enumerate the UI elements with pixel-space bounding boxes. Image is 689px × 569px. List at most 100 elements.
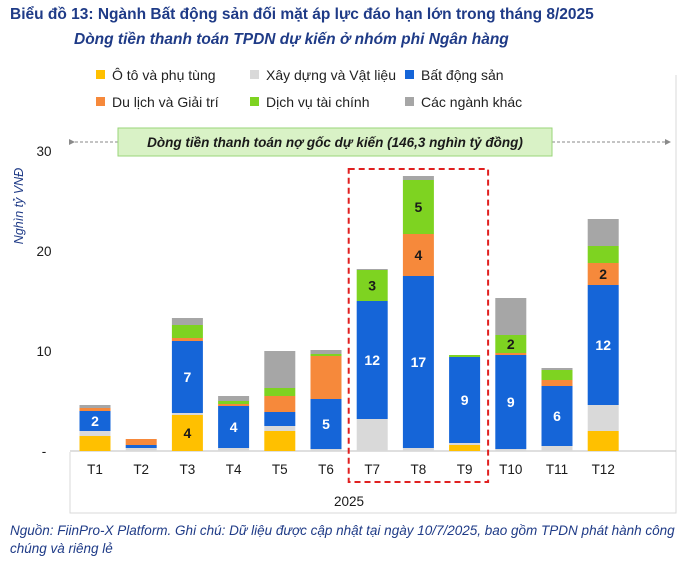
bar-segment-tourism — [171, 338, 203, 341]
bar-segment-tourism — [218, 404, 250, 406]
data-label: 2 — [599, 266, 607, 282]
data-label: 4 — [184, 425, 192, 441]
legend-item-auto: Ô tô và phụ tùng — [96, 67, 216, 83]
x-tick-label: T3 — [180, 462, 196, 477]
data-label: 6 — [553, 408, 561, 424]
bar-segment-construction — [125, 448, 157, 451]
bar-segment-other — [218, 396, 250, 401]
x-tick-label: T2 — [133, 462, 149, 477]
bar-segment-real_estate — [356, 301, 388, 419]
x-tick-label: T1 — [87, 462, 103, 477]
bar-segment-tourism — [264, 396, 296, 412]
source-note: Nguồn: FiinPro-X Platform. Ghi chú: Dữ l… — [10, 523, 675, 556]
banner-text: Dòng tiền thanh toán nợ gốc dự kiến (146… — [147, 135, 523, 150]
legend-swatch-other — [405, 97, 414, 106]
bar-segment-real_estate — [171, 341, 203, 413]
bar-segment-auto — [449, 445, 481, 451]
x-tick-label: T6 — [318, 462, 334, 477]
bar-segment-construction — [310, 449, 342, 451]
bar-segment-construction — [402, 448, 434, 451]
x-tick-label: T9 — [457, 462, 473, 477]
bar-segment-real_estate — [310, 399, 342, 449]
bar-segment-construction — [218, 448, 250, 451]
legend-swatch-real-estate — [405, 70, 414, 79]
bar-segment-real_estate — [495, 355, 527, 449]
data-label: 9 — [507, 394, 515, 410]
legend-item-construction: Xây dựng và Vật liệu — [250, 67, 396, 83]
bar-segment-tourism — [541, 380, 573, 386]
data-label: 2 — [91, 413, 99, 429]
y-tick-label: 30 — [36, 144, 51, 159]
bar-segment-financial — [495, 335, 527, 353]
banner-box — [117, 127, 553, 157]
bar-segment-construction — [587, 405, 619, 431]
bar-segment-other — [79, 405, 111, 408]
bar-segment-real_estate — [541, 386, 573, 446]
legend-label-financial: Dịch vụ tài chính — [266, 94, 370, 110]
bar-segment-tourism — [495, 353, 527, 355]
plot-frame — [69, 75, 677, 514]
legend-item-tourism: Du lịch và Giải trí — [96, 94, 219, 110]
bar-segment-other — [402, 176, 434, 180]
bar-segment-financial — [587, 246, 619, 263]
bar-segment-tourism — [125, 439, 157, 445]
x-tick-label: T5 — [272, 462, 288, 477]
legend-label-real-estate: Bất động sản — [421, 67, 504, 83]
bar-segment-other — [495, 298, 527, 335]
x-tick-label: T10 — [499, 462, 522, 477]
bar-segment-construction — [541, 446, 573, 451]
y-tick-label: 20 — [36, 244, 51, 259]
bar-segment-real_estate — [449, 357, 481, 443]
data-label: 2 — [507, 336, 515, 352]
bar-segment-auto — [587, 431, 619, 451]
legend-label-tourism: Du lịch và Giải trí — [112, 94, 219, 110]
bar-segment-tourism — [587, 263, 619, 285]
x-axis-title: 2025 — [334, 494, 364, 509]
chart-title: Biểu đồ 13: Ngành Bất động sản đối mặt á… — [10, 6, 594, 23]
chart-subtitle: Dòng tiền thanh toán TPDN dự kiến ở nhóm… — [74, 31, 509, 48]
bar-segment-financial — [171, 325, 203, 338]
bar-segment-auto — [79, 436, 111, 451]
bar-segment-real_estate — [125, 445, 157, 448]
bar-segment-construction — [495, 449, 527, 451]
bar-segment-financial — [402, 180, 434, 234]
data-label: 12 — [364, 352, 380, 368]
data-label: 7 — [184, 369, 192, 385]
bar-segment-real_estate — [264, 412, 296, 426]
legend-item-real-estate: Bất động sản — [405, 67, 504, 83]
bar-segment-financial — [264, 388, 296, 396]
bar-segment-construction — [79, 431, 111, 436]
data-label: 5 — [415, 199, 423, 215]
data-label: 12 — [595, 337, 611, 353]
bar-segment-other — [264, 351, 296, 388]
bar-segment-real_estate — [587, 285, 619, 405]
legend-swatch-tourism — [96, 97, 105, 106]
bar-segment-real_estate — [79, 411, 111, 431]
bar-segment-construction — [171, 413, 203, 415]
x-tick-label: T4 — [226, 462, 242, 477]
x-tick-label: T7 — [364, 462, 380, 477]
bar-segment-financial — [310, 354, 342, 356]
bar-segment-tourism — [79, 408, 111, 411]
bar-segment-other — [310, 350, 342, 354]
legend-swatch-financial — [250, 97, 259, 106]
y-tick-label: - — [42, 444, 47, 459]
data-label: 9 — [461, 392, 469, 408]
data-label: 17 — [411, 354, 427, 370]
data-label: 4 — [415, 247, 423, 263]
bar-segment-real_estate — [218, 406, 250, 448]
bar-segment-tourism — [402, 234, 434, 276]
bar-segment-other — [171, 318, 203, 325]
legend-label-auto: Ô tô và phụ tùng — [112, 67, 216, 83]
bar-segment-financial — [449, 355, 481, 357]
legend-label-construction: Xây dựng và Vật liệu — [266, 67, 397, 83]
data-label: 4 — [230, 419, 238, 435]
legend-swatch-auto — [96, 70, 105, 79]
bar-segment-auto — [171, 415, 203, 451]
bar-segment-other — [356, 269, 388, 270]
stacked-bar-chart: Dòng tiền thanh toán nợ gốc dự kiến (146… — [12, 75, 677, 514]
legend-label-other: Các ngành khác — [421, 94, 523, 110]
bar-segment-construction — [449, 443, 481, 445]
bar-segment-financial — [541, 370, 573, 380]
bar-segment-construction — [356, 419, 388, 451]
